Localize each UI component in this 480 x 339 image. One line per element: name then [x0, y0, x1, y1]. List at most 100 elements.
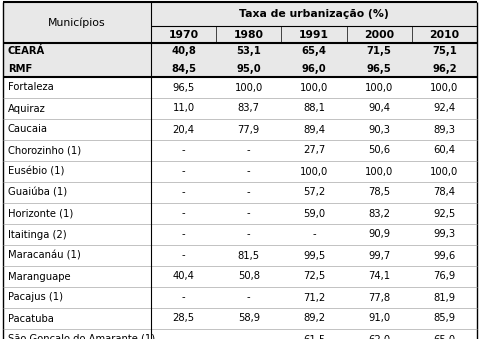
Text: 11,0: 11,0	[172, 103, 195, 114]
Text: Horizonte (1): Horizonte (1)	[8, 208, 73, 219]
Bar	[3, 2, 477, 43]
Text: 92,5: 92,5	[433, 208, 456, 219]
Text: 65,4: 65,4	[301, 46, 326, 57]
Text: 100,0: 100,0	[235, 82, 263, 93]
Text: 96,5: 96,5	[172, 82, 195, 93]
Text: -: -	[182, 293, 185, 302]
Text: 72,5: 72,5	[303, 272, 325, 281]
Text: Itaitinga (2): Itaitinga (2)	[8, 230, 67, 239]
Text: -: -	[247, 208, 251, 219]
Text: 92,4: 92,4	[433, 103, 456, 114]
Text: 78,5: 78,5	[368, 187, 390, 198]
Text: -: -	[182, 145, 185, 156]
Text: -: -	[247, 293, 251, 302]
Text: 65,0: 65,0	[433, 335, 456, 339]
Text: Taxa de urbanização (%): Taxa de urbanização (%)	[239, 9, 389, 19]
Text: Fortaleza: Fortaleza	[8, 82, 54, 93]
Text: -: -	[182, 166, 185, 177]
Text: 89,4: 89,4	[303, 124, 325, 135]
Text: -: -	[182, 187, 185, 198]
Text: -: -	[247, 187, 251, 198]
Text: 81,5: 81,5	[238, 251, 260, 260]
Text: 100,0: 100,0	[430, 166, 458, 177]
Text: Chorozinho (1): Chorozinho (1)	[8, 145, 81, 156]
Text: 76,9: 76,9	[433, 272, 456, 281]
Text: 88,1: 88,1	[303, 103, 325, 114]
Text: 99,3: 99,3	[433, 230, 456, 239]
Text: 59,0: 59,0	[303, 208, 325, 219]
Text: -: -	[312, 230, 316, 239]
Text: 89,2: 89,2	[303, 314, 325, 323]
Text: RMF: RMF	[8, 63, 32, 74]
Text: 100,0: 100,0	[300, 82, 328, 93]
Text: 84,5: 84,5	[171, 63, 196, 74]
Text: -: -	[247, 335, 251, 339]
Text: Municípios: Municípios	[48, 17, 106, 28]
Text: 95,0: 95,0	[237, 63, 261, 74]
Text: 61,5: 61,5	[303, 335, 325, 339]
Text: 85,9: 85,9	[433, 314, 456, 323]
Text: 90,3: 90,3	[368, 124, 390, 135]
Bar	[3, 77, 477, 339]
Text: 27,7: 27,7	[303, 145, 325, 156]
Text: 100,0: 100,0	[365, 82, 393, 93]
Text: 74,1: 74,1	[368, 272, 390, 281]
Text: 75,1: 75,1	[432, 46, 457, 57]
Text: 28,5: 28,5	[172, 314, 195, 323]
Text: Caucaia: Caucaia	[8, 124, 48, 135]
Text: 90,4: 90,4	[368, 103, 390, 114]
Text: 2000: 2000	[364, 29, 394, 40]
Text: 1980: 1980	[234, 29, 264, 40]
Text: 50,6: 50,6	[368, 145, 390, 156]
Text: 96,5: 96,5	[367, 63, 392, 74]
Text: -: -	[247, 145, 251, 156]
Text: -: -	[182, 335, 185, 339]
Text: 58,9: 58,9	[238, 314, 260, 323]
Text: 20,4: 20,4	[173, 124, 194, 135]
Text: 100,0: 100,0	[365, 166, 393, 177]
Text: 1970: 1970	[168, 29, 199, 40]
Text: 77,9: 77,9	[238, 124, 260, 135]
Text: São Gonçalo do Amarante (1): São Gonçalo do Amarante (1)	[8, 335, 155, 339]
Text: 71,5: 71,5	[367, 46, 392, 57]
Text: 83,7: 83,7	[238, 103, 260, 114]
Text: Guaiúba (1): Guaiúba (1)	[8, 187, 67, 198]
Text: -: -	[182, 251, 185, 260]
Text: 60,4: 60,4	[433, 145, 456, 156]
Text: 50,8: 50,8	[238, 272, 260, 281]
Text: Maranguape: Maranguape	[8, 272, 71, 281]
Text: 81,9: 81,9	[433, 293, 456, 302]
Text: -: -	[247, 166, 251, 177]
Text: 99,5: 99,5	[303, 251, 325, 260]
Text: Pacajus (1): Pacajus (1)	[8, 293, 63, 302]
Text: 90,9: 90,9	[368, 230, 390, 239]
Bar	[3, 43, 477, 77]
Text: 89,3: 89,3	[433, 124, 456, 135]
Text: 57,2: 57,2	[303, 187, 325, 198]
Text: 100,0: 100,0	[300, 166, 328, 177]
Text: -: -	[247, 230, 251, 239]
Text: 99,6: 99,6	[433, 251, 456, 260]
Text: 77,8: 77,8	[368, 293, 390, 302]
Text: 96,0: 96,0	[302, 63, 326, 74]
Text: Pacatuba: Pacatuba	[8, 314, 54, 323]
Text: 91,0: 91,0	[368, 314, 390, 323]
Text: 62,0: 62,0	[368, 335, 390, 339]
Text: 40,4: 40,4	[173, 272, 194, 281]
Text: 99,7: 99,7	[368, 251, 390, 260]
Text: 40,8: 40,8	[171, 46, 196, 57]
Text: Maracanáu (1): Maracanáu (1)	[8, 251, 81, 260]
Text: 78,4: 78,4	[433, 187, 456, 198]
Text: 1991: 1991	[299, 29, 329, 40]
Text: 83,2: 83,2	[368, 208, 390, 219]
Text: 96,2: 96,2	[432, 63, 456, 74]
Text: Eusébio (1): Eusébio (1)	[8, 166, 64, 177]
Text: CEARÁ: CEARÁ	[8, 46, 45, 57]
Text: Aquiraz: Aquiraz	[8, 103, 46, 114]
Text: -: -	[182, 230, 185, 239]
Text: -: -	[182, 208, 185, 219]
Text: 2010: 2010	[429, 29, 459, 40]
Text: 71,2: 71,2	[303, 293, 325, 302]
Text: 100,0: 100,0	[430, 82, 458, 93]
Text: 53,1: 53,1	[236, 46, 261, 57]
